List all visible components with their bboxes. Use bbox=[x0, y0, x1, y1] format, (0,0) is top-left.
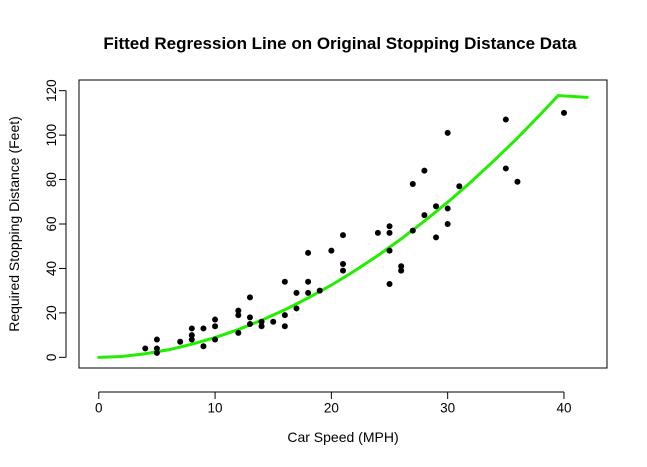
y-tick-label: 120 bbox=[44, 79, 59, 102]
chart-title: Fitted Regression Line on Original Stopp… bbox=[103, 34, 577, 53]
data-point bbox=[386, 281, 393, 287]
x-tick-label: 10 bbox=[208, 401, 223, 416]
data-point bbox=[270, 318, 277, 325]
data-point bbox=[212, 336, 219, 343]
data-point bbox=[386, 247, 393, 254]
data-point bbox=[258, 318, 265, 325]
data-point bbox=[235, 307, 242, 314]
data-point bbox=[153, 336, 160, 343]
data-point bbox=[258, 323, 265, 330]
data-point bbox=[328, 247, 335, 254]
y-tick-label: 20 bbox=[44, 305, 59, 320]
x-tick-label: 0 bbox=[95, 401, 103, 416]
data-point bbox=[246, 294, 253, 301]
data-point bbox=[386, 229, 393, 236]
y-tick-label: 80 bbox=[44, 172, 59, 187]
data-point bbox=[444, 129, 451, 136]
data-point bbox=[235, 312, 242, 319]
data-point bbox=[386, 223, 393, 230]
plot-frame bbox=[78, 79, 608, 369]
data-point bbox=[433, 234, 440, 241]
data-point bbox=[281, 278, 288, 285]
data-point bbox=[421, 212, 428, 219]
data-point bbox=[502, 116, 509, 123]
data-point bbox=[246, 314, 253, 321]
data-point bbox=[281, 323, 288, 330]
y-tick-label: 100 bbox=[44, 124, 59, 147]
data-point bbox=[188, 325, 195, 332]
data-point bbox=[188, 336, 195, 343]
x-tick-label: 30 bbox=[440, 401, 455, 416]
data-point bbox=[340, 267, 346, 274]
data-point bbox=[153, 349, 160, 356]
x-axis: 0 10 20 30 40 bbox=[95, 391, 571, 416]
data-point bbox=[444, 221, 451, 227]
y-axis: 0 20 40 60 80 100 120 bbox=[44, 79, 67, 362]
data-point bbox=[188, 332, 195, 339]
data-point bbox=[398, 267, 405, 274]
data-point bbox=[235, 329, 242, 336]
data-point bbox=[153, 345, 160, 352]
data-point bbox=[212, 323, 219, 330]
regression-line bbox=[97, 94, 589, 359]
x-tick-label: 20 bbox=[324, 401, 339, 416]
data-point bbox=[374, 229, 381, 236]
data-point bbox=[200, 325, 207, 332]
data-point bbox=[305, 278, 312, 285]
data-point bbox=[305, 249, 312, 256]
y-tick-label: 40 bbox=[44, 261, 59, 276]
data-point bbox=[502, 165, 509, 172]
data-point bbox=[200, 343, 207, 350]
data-point bbox=[293, 305, 300, 312]
data-point bbox=[421, 167, 428, 174]
data-points-layer bbox=[142, 109, 567, 356]
data-point bbox=[281, 312, 288, 319]
data-point bbox=[305, 289, 312, 296]
data-point bbox=[433, 203, 440, 210]
data-point bbox=[398, 263, 405, 270]
data-point bbox=[177, 338, 184, 345]
data-point bbox=[340, 261, 346, 267]
x-axis-label: Car Speed (MPH) bbox=[287, 429, 398, 445]
y-tick-label: 0 bbox=[44, 354, 59, 362]
data-point bbox=[293, 289, 300, 296]
data-point bbox=[316, 287, 323, 294]
data-point bbox=[560, 109, 567, 116]
y-axis-label: Required Stopping Distance (Feet) bbox=[6, 116, 22, 332]
data-point bbox=[340, 232, 346, 239]
data-point bbox=[444, 205, 451, 212]
data-point bbox=[514, 178, 521, 185]
regression-line-layer bbox=[97, 94, 589, 359]
x-tick-label: 40 bbox=[556, 401, 571, 416]
data-point bbox=[142, 345, 149, 352]
data-point bbox=[246, 321, 253, 327]
data-point bbox=[456, 183, 463, 190]
data-point bbox=[212, 316, 219, 323]
data-point bbox=[409, 181, 416, 187]
y-tick-label: 60 bbox=[44, 216, 59, 231]
data-point bbox=[409, 227, 416, 234]
